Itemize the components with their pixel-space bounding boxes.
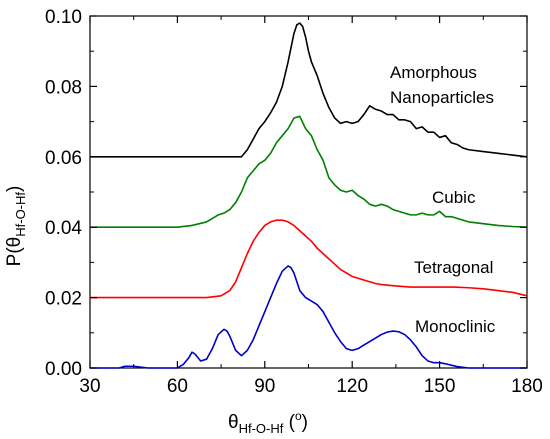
x-axis-label-unit-sup: o: [295, 409, 302, 423]
series-group: [90, 22, 528, 369]
x-axis-label-main: θ: [228, 412, 239, 433]
x-axis-label: θHf-O-Hf (o): [228, 409, 308, 436]
series-line-monoclinic: [90, 265, 527, 369]
y-tick-label: 0.10: [45, 7, 82, 28]
series-line-tetragonal: [90, 219, 528, 299]
x-axis-label-unit-close: ): [302, 412, 308, 433]
y-tick-label: 0.04: [45, 218, 82, 239]
y-tick-label: 0.08: [45, 77, 82, 98]
series-line-amorphous: [90, 22, 528, 158]
annotation-tetragonal: Tetragonal: [414, 258, 493, 277]
x-tick-label: 90: [254, 376, 275, 397]
y-tick-label: 0.06: [45, 148, 82, 169]
x-tick-label: 180: [511, 376, 543, 397]
y-tick-label: 0.00: [45, 359, 82, 380]
annotation-amorphous-line2: Nanoparticles: [390, 88, 494, 107]
y-axis-label-main: P(θ: [4, 237, 25, 267]
y-axis-label-close: ): [4, 186, 25, 192]
x-tick-label: 60: [167, 376, 188, 397]
x-axis-label-sub: Hf-O-Hf: [239, 421, 284, 436]
y-tick-label: 0.02: [45, 289, 82, 310]
y-axis-label: P(θHf-O-Hf): [4, 186, 28, 267]
annotation-amorphous-line1: Amorphous: [390, 63, 477, 82]
y-axis-label-sub: Hf-O-Hf: [13, 192, 28, 237]
x-tick-label: 30: [79, 376, 100, 397]
annotation-monoclinic: Monoclinic: [415, 317, 496, 336]
x-tick-label: 150: [424, 376, 456, 397]
x-tick-label: 120: [336, 376, 368, 397]
ticks-group: 30 60 90 120 150 180 0.00 0.02 0.04 0.06 0.08 0.10: [45, 7, 543, 397]
annotation-cubic: Cubic: [432, 188, 476, 207]
x-axis-label-unit-open: (: [283, 412, 295, 433]
series-line-cubic: [90, 115, 528, 228]
